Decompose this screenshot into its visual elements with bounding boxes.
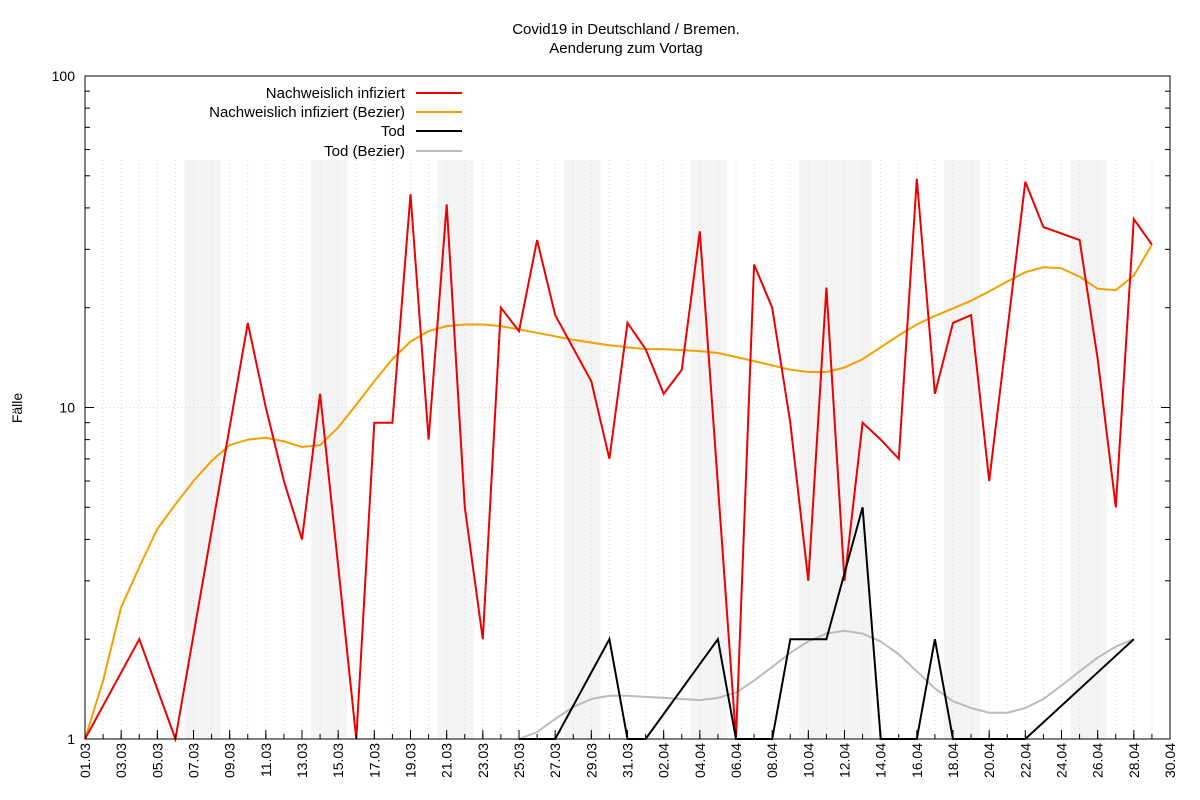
x-tick-label: 10.04 — [800, 743, 816, 778]
x-tick-label: 03.03 — [113, 743, 129, 778]
weekend-band — [311, 160, 348, 739]
series-line-3 — [519, 507, 1135, 740]
weekend-band — [1070, 160, 1107, 739]
x-tick-label: 14.04 — [873, 743, 889, 778]
legend-label: Tod (Bezier) — [324, 143, 405, 160]
legend-label: Tod — [381, 123, 405, 140]
y-tick-label: 1 — [67, 731, 75, 747]
weekend-band — [184, 160, 221, 739]
x-tick-label: 07.03 — [186, 743, 202, 778]
x-tick-label: 26.04 — [1090, 743, 1106, 778]
legend: Nachweislich infiziert Nachweislich infiz… — [209, 85, 462, 160]
x-tick-label: 24.04 — [1054, 743, 1070, 778]
y-tick-label: 100 — [52, 68, 76, 84]
x-tick-label: 21.03 — [439, 743, 455, 778]
x-tick-label: 30.04 — [1162, 743, 1178, 778]
y-axis-label: Fälle — [9, 393, 25, 424]
x-tick-label: 15.03 — [330, 743, 346, 778]
x-tick-label: 01.03 — [77, 743, 93, 778]
x-tick-label: 25.03 — [511, 743, 527, 778]
x-tick-label: 20.04 — [981, 743, 997, 778]
x-tick-label: 16.04 — [909, 743, 925, 778]
x-tick-label: 09.03 — [222, 743, 238, 778]
x-tick-label: 17.03 — [366, 743, 382, 778]
x-tick-label: 23.03 — [475, 743, 491, 778]
x-tick-label: 27.03 — [547, 743, 563, 778]
weekend-band — [564, 160, 601, 739]
x-tick-label: 05.03 — [149, 743, 165, 778]
x-tick-label: 18.04 — [945, 743, 961, 778]
x-tick-label: 29.03 — [583, 743, 599, 778]
weekend-band — [943, 160, 981, 739]
x-tick-label: 04.04 — [692, 743, 708, 778]
x-tick-label: 08.04 — [764, 743, 780, 778]
y-tick-label: 10 — [59, 400, 75, 416]
x-tick-label: 28.04 — [1126, 743, 1142, 778]
legend-label: Nachweislich infiziert — [266, 85, 406, 102]
x-tick-label: 13.03 — [294, 743, 310, 778]
x-tick-label: 22.04 — [1017, 743, 1033, 778]
x-tick-label: 12.04 — [837, 743, 853, 778]
weekend-shading — [184, 160, 1107, 739]
x-tick-label: 19.03 — [403, 743, 419, 778]
series-line-2 — [84, 244, 1153, 740]
x-tick-label: 31.03 — [620, 743, 636, 778]
axes: 1 10 100 01.03 03.03 05.03 07.03 09.03 11.03 13.0… — [52, 68, 1178, 778]
chart-subtitle: Aenderung zum Vortag — [549, 40, 702, 57]
x-tick-label: 06.04 — [728, 743, 744, 778]
series-line-4 — [518, 629, 1135, 740]
legend-label: Nachweislich infiziert (Bezier) — [209, 104, 405, 121]
x-tick-label: 11.03 — [258, 743, 274, 777]
chart-title: Covid19 in Deutschland / Bremen. — [512, 21, 740, 38]
x-tick-label: 02.04 — [656, 743, 672, 778]
gridlines — [84, 75, 1171, 740]
